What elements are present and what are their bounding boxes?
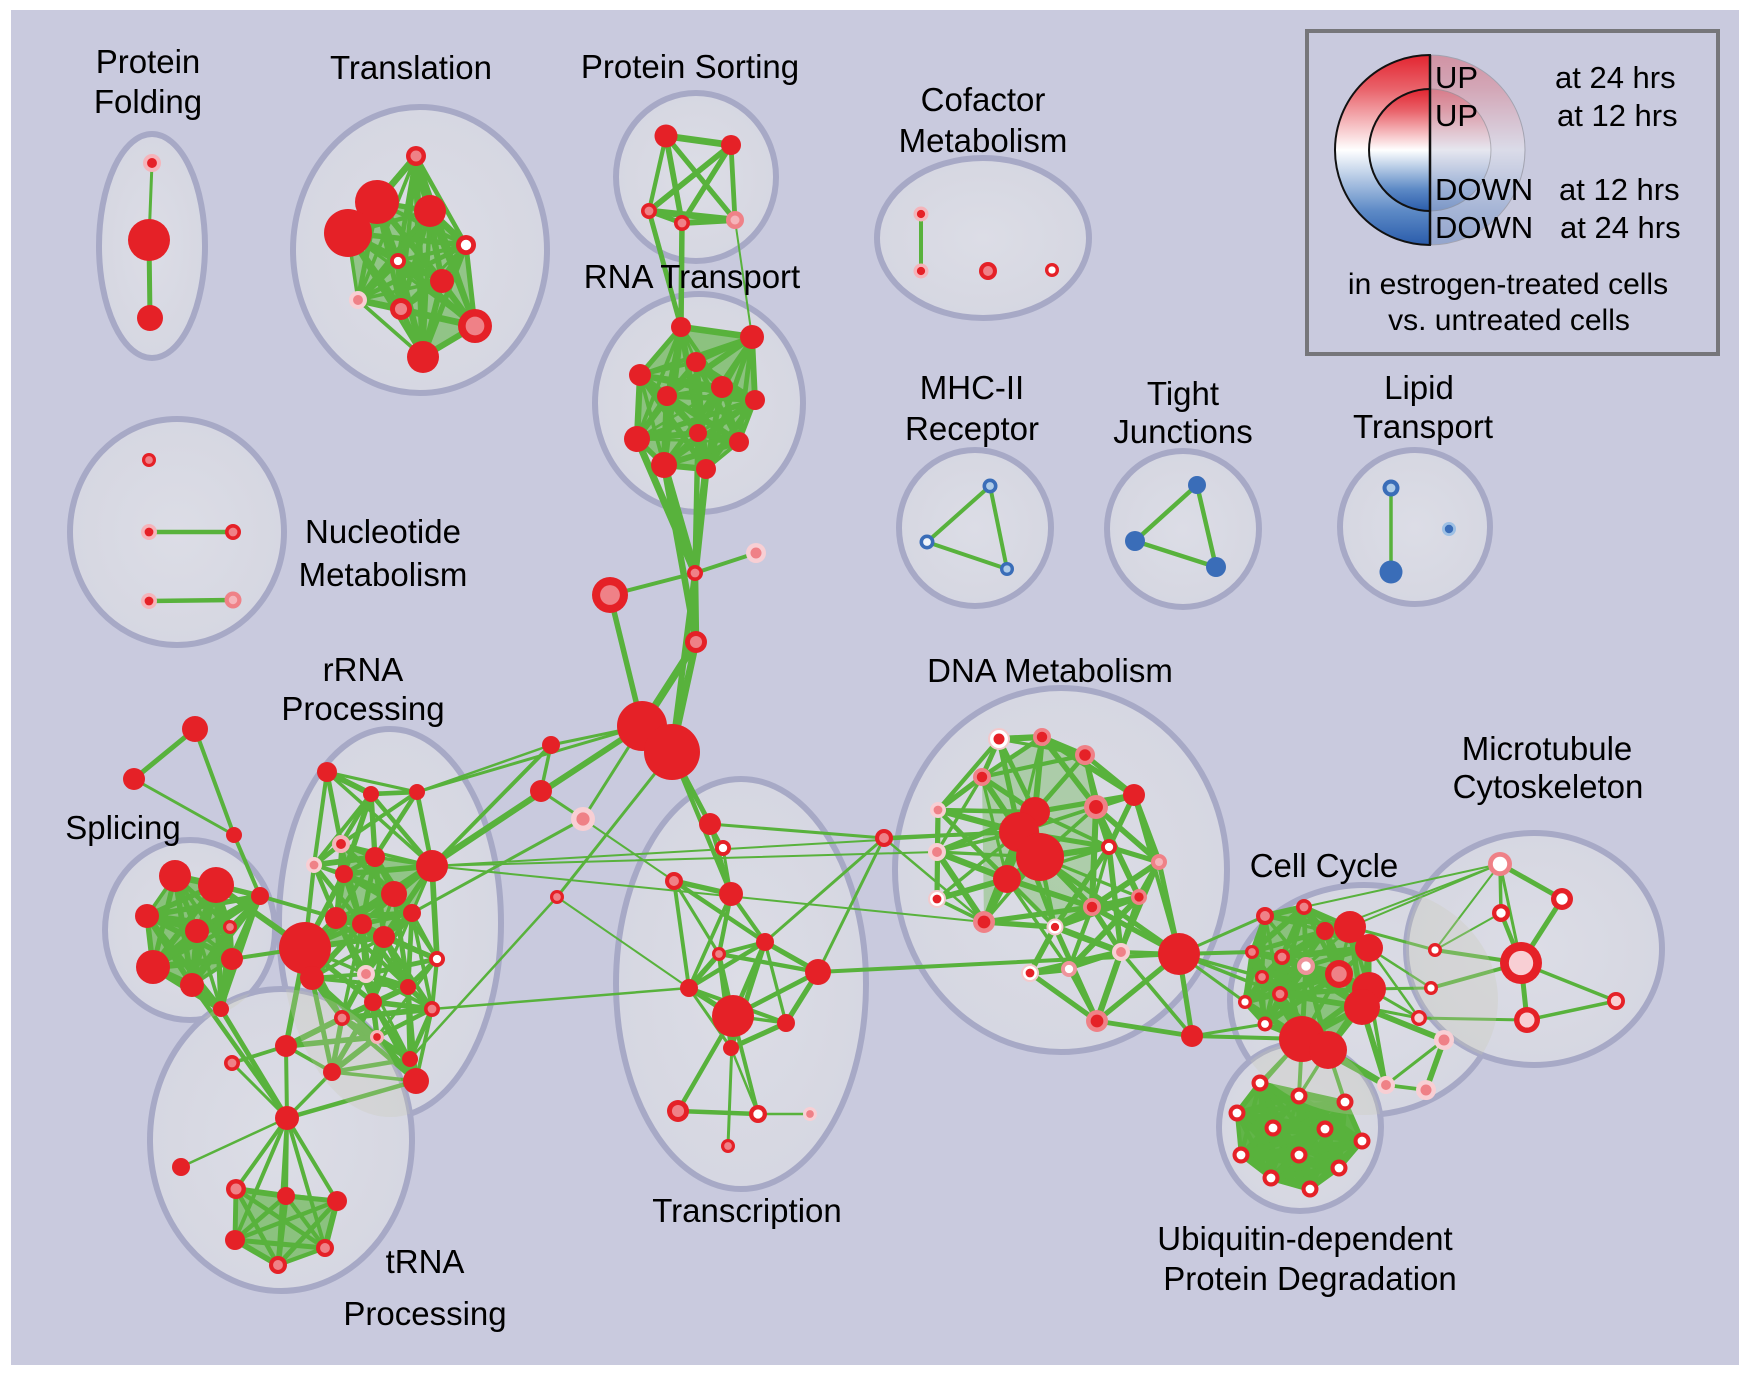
- svg-text:DOWN: DOWN: [1435, 172, 1533, 207]
- svg-text:Metabolism: Metabolism: [299, 556, 468, 593]
- svg-text:UP: UP: [1435, 60, 1478, 95]
- svg-text:at 24 hrs: at 24 hrs: [1560, 210, 1681, 245]
- svg-text:at 24 hrs: at 24 hrs: [1555, 60, 1676, 95]
- svg-text:DOWN: DOWN: [1435, 210, 1533, 245]
- svg-text:UP: UP: [1435, 98, 1478, 133]
- svg-text:Transport: Transport: [1353, 408, 1493, 445]
- svg-text:Ubiquitin-dependent: Ubiquitin-dependent: [1157, 1220, 1452, 1257]
- svg-text:Processing: Processing: [281, 690, 444, 727]
- svg-text:Nucleotide: Nucleotide: [305, 513, 461, 550]
- svg-text:Microtubule: Microtubule: [1462, 730, 1633, 767]
- svg-text:Processing: Processing: [343, 1295, 506, 1332]
- svg-text:rRNA: rRNA: [323, 651, 404, 688]
- svg-text:Folding: Folding: [94, 83, 202, 120]
- svg-text:Cofactor: Cofactor: [921, 81, 1046, 118]
- svg-text:Lipid: Lipid: [1384, 369, 1454, 406]
- svg-text:RNA Transport: RNA Transport: [584, 258, 800, 295]
- svg-text:Protein Sorting: Protein Sorting: [581, 48, 799, 85]
- svg-text:tRNA: tRNA: [386, 1243, 465, 1280]
- svg-text:DNA Metabolism: DNA Metabolism: [927, 652, 1173, 689]
- svg-text:MHC-II: MHC-II: [920, 369, 1024, 406]
- svg-text:Cytoskeleton: Cytoskeleton: [1453, 768, 1644, 805]
- svg-text:Receptor: Receptor: [905, 410, 1039, 447]
- svg-text:Cell Cycle: Cell Cycle: [1250, 847, 1399, 884]
- svg-text:vs. untreated cells: vs. untreated cells: [1388, 304, 1630, 337]
- svg-text:Protein Degradation: Protein Degradation: [1163, 1260, 1457, 1297]
- svg-text:Protein: Protein: [96, 43, 201, 80]
- svg-text:Tight: Tight: [1147, 375, 1219, 412]
- svg-text:at 12 hrs: at 12 hrs: [1559, 172, 1680, 207]
- svg-text:Splicing: Splicing: [65, 809, 181, 846]
- svg-text:Metabolism: Metabolism: [899, 122, 1068, 159]
- svg-text:Transcription: Transcription: [652, 1192, 842, 1229]
- svg-text:Translation: Translation: [330, 49, 492, 86]
- svg-text:at 12 hrs: at 12 hrs: [1557, 98, 1678, 133]
- svg-text:in estrogen-treated cells: in estrogen-treated cells: [1348, 268, 1668, 301]
- svg-text:Junctions: Junctions: [1113, 413, 1252, 450]
